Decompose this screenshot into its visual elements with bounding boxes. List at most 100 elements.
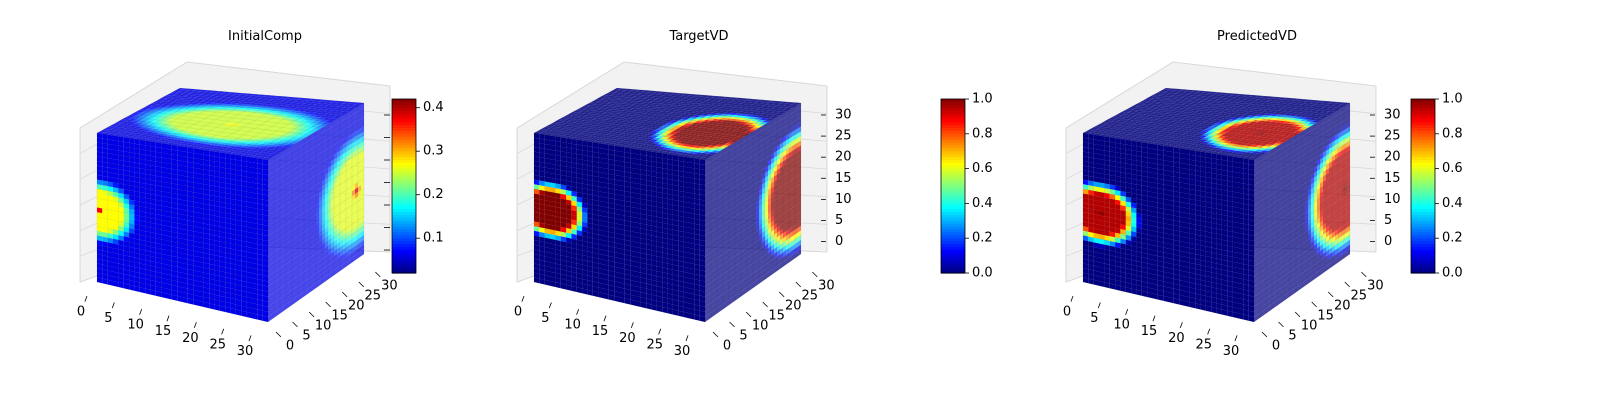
voxel-cell xyxy=(139,123,148,126)
colorbar-tick-label: 0.2 xyxy=(423,187,444,202)
voxel-cell xyxy=(249,129,258,133)
voxel-cell xyxy=(235,130,244,133)
voxel-cell xyxy=(174,141,183,145)
voxel-cell xyxy=(243,137,252,140)
voxel-cell xyxy=(296,133,305,137)
voxel-cell xyxy=(180,119,189,122)
voxel-cell xyxy=(150,121,159,124)
voxel-cell xyxy=(221,126,230,129)
voxel-cell xyxy=(155,114,164,117)
voxel-cell xyxy=(120,122,129,125)
voxel-cell xyxy=(153,138,162,141)
voxel-cell xyxy=(196,129,205,132)
voxel-cell xyxy=(196,133,205,136)
voxel-cell xyxy=(177,136,186,139)
voxel-cell xyxy=(227,127,236,130)
voxel-cell xyxy=(236,149,245,152)
voxel-cell xyxy=(97,131,105,134)
voxel-cell xyxy=(304,132,313,136)
voxel-cell xyxy=(243,125,253,128)
voxel-cell xyxy=(235,134,244,137)
voxel-cell xyxy=(169,125,178,128)
voxel-cell xyxy=(206,146,215,150)
voxel-cell xyxy=(199,135,208,138)
voxel-cell xyxy=(120,129,129,132)
y-axis-tick-label: 10 xyxy=(315,319,332,334)
voxel-cell xyxy=(134,122,143,125)
voxel-cell xyxy=(150,124,159,127)
voxel-cell xyxy=(226,139,235,142)
voxel-cell xyxy=(136,121,145,124)
voxel-cell xyxy=(237,140,246,144)
voxel-cell xyxy=(262,129,272,132)
voxel-cell xyxy=(254,154,264,157)
voxel-cell xyxy=(164,132,173,135)
voxel-cell xyxy=(212,147,221,150)
voxel-cell xyxy=(102,132,111,135)
voxel-cell xyxy=(228,149,237,153)
voxel-cell xyxy=(239,143,249,146)
y-axis-tick-label: 5 xyxy=(302,329,310,344)
y-axis-tick-label: 15 xyxy=(331,309,348,324)
voxel-cell xyxy=(145,127,154,130)
voxel-cell xyxy=(219,150,229,154)
voxel-cell xyxy=(202,122,211,125)
voxel-cell xyxy=(123,124,132,127)
voxel-cell xyxy=(191,124,200,127)
voxel-cell xyxy=(220,142,229,145)
voxel-cell xyxy=(161,118,170,121)
voxel-cell xyxy=(199,119,208,123)
voxel-cell xyxy=(245,143,254,147)
voxel-cell xyxy=(272,143,282,146)
voxel-cell xyxy=(152,119,162,122)
voxel-cell xyxy=(279,131,288,135)
voxel-cell xyxy=(155,121,164,124)
subplot-title: InitialComp xyxy=(228,29,302,44)
voxel-cell xyxy=(153,130,162,133)
voxel-cell xyxy=(196,121,206,124)
voxel-cell xyxy=(262,133,271,137)
y-axis-tick-mark xyxy=(358,281,364,288)
voxel-cell xyxy=(241,149,251,153)
voxel-cell xyxy=(172,135,181,138)
voxel-cell xyxy=(224,124,233,128)
voxel-cell xyxy=(164,128,173,131)
voxel-cell xyxy=(214,149,223,153)
voxel-cell xyxy=(158,139,167,142)
voxel-cell xyxy=(265,155,274,159)
voxel-cell xyxy=(248,142,257,145)
voxel-cell xyxy=(169,129,178,132)
voxel-cell xyxy=(299,131,308,135)
voxel-cell xyxy=(210,132,219,136)
voxel-cell xyxy=(220,146,229,150)
voxel-cell xyxy=(272,147,281,151)
colorbar: 0.10.20.30.4 xyxy=(391,98,444,274)
voxel-cell xyxy=(238,151,248,155)
voxel-cell xyxy=(196,136,205,140)
voxel-cell xyxy=(251,136,260,139)
voxel-cell xyxy=(172,131,181,134)
voxel-cell xyxy=(215,129,225,132)
voxel-cell xyxy=(202,133,211,137)
voxel-cell xyxy=(112,130,121,133)
voxel-cell xyxy=(171,143,180,146)
voxel-cell xyxy=(172,116,181,119)
voxel-cell xyxy=(137,135,146,139)
voxel-cell xyxy=(188,129,197,133)
voxel-cell xyxy=(172,120,181,123)
y-axis-tick-mark xyxy=(275,331,282,338)
voxel-cell xyxy=(147,115,156,118)
voxel-cell xyxy=(287,134,296,138)
voxel-cell xyxy=(284,136,293,139)
voxel-cell xyxy=(202,126,211,129)
voxel-cell xyxy=(136,124,145,127)
voxel-cell xyxy=(270,136,280,140)
voxel-cell xyxy=(118,123,126,127)
voxel-cell xyxy=(221,134,230,137)
voxel-cell xyxy=(163,113,172,116)
voxel-cell xyxy=(187,145,196,149)
voxel-cell xyxy=(295,137,304,141)
